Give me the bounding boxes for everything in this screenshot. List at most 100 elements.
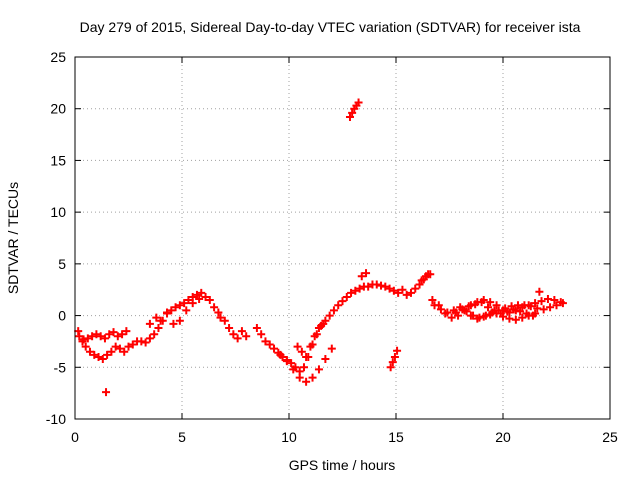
y-tick-label: 25	[50, 49, 66, 65]
data-point	[348, 108, 357, 117]
data-point	[477, 298, 486, 307]
data-point	[109, 328, 118, 337]
data-point	[261, 337, 270, 346]
data-point	[503, 307, 512, 316]
data-point	[526, 302, 535, 311]
x-tick-label: 10	[281, 429, 297, 445]
data-point	[122, 327, 131, 336]
data-point	[201, 292, 210, 301]
data-point	[334, 301, 343, 310]
data-point	[321, 355, 330, 364]
data-point	[265, 340, 274, 349]
data-point	[297, 347, 306, 356]
data-point	[325, 311, 334, 320]
data-point	[486, 298, 495, 307]
data-point	[289, 365, 298, 374]
data-point	[103, 350, 112, 359]
data-point	[75, 332, 84, 341]
data-point	[342, 292, 351, 301]
data-point	[509, 305, 518, 314]
data-point	[105, 330, 114, 339]
data-point	[137, 337, 146, 346]
data-point	[539, 305, 548, 314]
data-point	[492, 301, 501, 310]
x-tick-label: 5	[178, 429, 186, 445]
data-point	[345, 112, 354, 121]
data-point	[430, 301, 439, 310]
data-point	[528, 311, 537, 320]
data-point	[347, 288, 356, 297]
data-point	[229, 330, 238, 339]
y-tick-label: 10	[50, 204, 66, 220]
data-point	[171, 303, 180, 312]
data-point	[552, 301, 561, 310]
data-point	[98, 355, 107, 364]
data-point	[417, 276, 426, 285]
data-point	[102, 388, 111, 397]
data-point	[458, 305, 467, 314]
data-point	[314, 365, 323, 374]
data-point	[124, 342, 133, 351]
data-point	[550, 296, 559, 305]
data-point	[505, 314, 514, 323]
data-point	[490, 306, 499, 315]
data-point	[389, 286, 398, 295]
data-point	[484, 303, 493, 312]
y-tick-label: -10	[46, 411, 66, 427]
y-tick-label: 0	[58, 308, 66, 324]
y-tick-label: 20	[50, 101, 66, 117]
data-point	[402, 290, 411, 299]
x-tick-label: 20	[495, 429, 511, 445]
data-point	[319, 319, 328, 328]
data-point	[377, 281, 386, 290]
data-point	[533, 304, 542, 313]
data-point	[511, 315, 520, 324]
data-point	[362, 269, 371, 278]
data-point	[546, 303, 555, 312]
data-point	[120, 347, 129, 356]
data-point	[299, 363, 308, 372]
data-point	[302, 377, 311, 386]
data-point	[150, 330, 159, 339]
data-point	[543, 295, 552, 304]
data-point	[96, 332, 105, 341]
data-point	[145, 319, 154, 328]
data-point	[197, 288, 206, 297]
data-point	[388, 358, 397, 367]
y-tick-label: -5	[54, 359, 67, 375]
data-point	[233, 334, 242, 343]
data-point	[214, 308, 223, 317]
data-point	[516, 307, 525, 316]
data-point	[195, 295, 204, 304]
data-point	[428, 296, 437, 305]
data-point	[167, 306, 176, 315]
data-point	[180, 299, 189, 308]
data-point	[163, 308, 172, 317]
data-point	[386, 363, 395, 372]
data-point	[327, 344, 336, 353]
data-point	[390, 352, 399, 361]
data-point	[462, 307, 471, 316]
data-point	[471, 300, 480, 309]
data-point	[415, 280, 424, 289]
data-point	[486, 310, 495, 319]
data-point	[355, 284, 364, 293]
data-point	[205, 296, 214, 305]
data-point	[306, 342, 315, 351]
data-point	[270, 344, 279, 353]
data-point	[464, 302, 473, 311]
data-point	[354, 98, 363, 107]
data-point	[220, 316, 229, 325]
data-point	[169, 319, 178, 328]
data-point	[406, 288, 415, 297]
data-point	[210, 303, 219, 312]
data-point	[364, 282, 373, 291]
data-point	[90, 350, 99, 359]
x-tick-label: 25	[602, 429, 618, 445]
data-point	[107, 347, 116, 356]
data-point	[184, 296, 193, 305]
data-point	[115, 344, 124, 353]
data-point	[558, 299, 567, 308]
data-point	[351, 286, 360, 295]
data-point	[466, 311, 475, 320]
